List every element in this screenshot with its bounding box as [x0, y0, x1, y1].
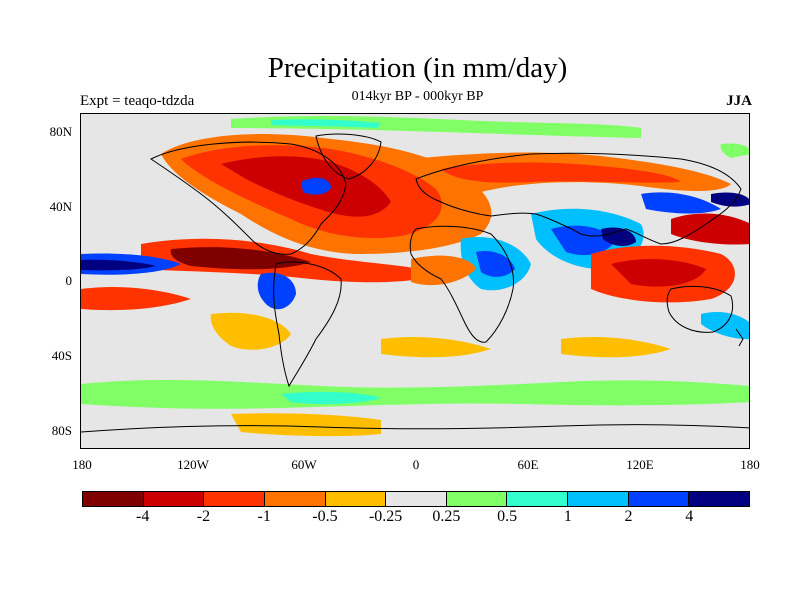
season-label: JJA: [726, 93, 752, 109]
so-wet-core: [281, 391, 381, 405]
colorbar-label: -0.25: [368, 508, 403, 525]
west-pacific-dry: [671, 213, 749, 245]
colorbar-label: 0.5: [497, 508, 518, 525]
colorbar-segment-2: [204, 492, 265, 506]
colorbar-segment-7: [507, 492, 569, 506]
lon-tick-120w: 120W: [177, 457, 209, 472]
itcz-wet-west-core: [81, 259, 156, 271]
lon-tick-60w: 60W: [291, 457, 317, 472]
precipitation-map-svg: [81, 116, 749, 437]
lon-tick-60e: 60E: [517, 457, 539, 472]
colorbar-label: 1: [563, 508, 572, 525]
anomaly-fields: [81, 116, 749, 437]
sahel-dry: [411, 255, 476, 286]
precipitation-map: [80, 113, 750, 449]
colorbar-segment-10: [689, 492, 750, 506]
colorbar-label: 2: [624, 508, 633, 525]
colorbar-segment-1: [143, 492, 205, 506]
colorbar-segment-4: [325, 492, 387, 506]
lat-tick-80n: 80N: [49, 124, 72, 139]
coastlines: [81, 133, 749, 433]
map-title: Precipitation (in mm/day): [267, 52, 568, 84]
south-america-coast: [273, 261, 342, 388]
colorbar-label: -4: [136, 508, 150, 525]
colorbar-segment-9: [628, 492, 690, 506]
east-siberia-wet: [720, 143, 749, 158]
south-indian-dry: [561, 337, 671, 358]
colorbar-label: -0.5: [312, 508, 338, 525]
australia-coast: [666, 285, 734, 333]
so-wet-band: [81, 380, 749, 409]
antarctic-dry: [231, 413, 381, 437]
lon-tick-0: 0: [412, 457, 420, 472]
amazon-wet: [257, 272, 296, 310]
colorbar-segment-3: [264, 492, 326, 506]
colorbar-segment-8: [568, 492, 629, 506]
greenland-coast: [315, 133, 382, 180]
lon-tick-120e: 120E: [626, 457, 654, 472]
eurasia-coast: [415, 152, 742, 245]
maritime-dry-core: [611, 259, 706, 287]
lon-tick-180w: 180: [72, 457, 92, 472]
experiment-label: Expt = teaqo-tdzda: [80, 93, 195, 109]
colorbar-label: 0.25: [432, 508, 461, 525]
lat-tick-0: 0: [65, 273, 73, 288]
west-pacific-wet: [641, 192, 721, 214]
labrador-wet: [301, 177, 331, 195]
map-subtitle: 014kyr BP - 000kyr BP: [351, 89, 484, 104]
colorbar-label: -1: [257, 508, 271, 525]
antarctica-coast: [81, 424, 749, 433]
africa-coast: [409, 225, 515, 343]
nw-pacific-wet: [711, 192, 749, 207]
lon-tick-180e: 180: [740, 457, 760, 472]
lat-tick-40n: 40N: [49, 199, 72, 214]
colorbar-segment-5: [386, 492, 447, 506]
south-pacific-wet: [701, 312, 749, 339]
colorbar-label: 4: [685, 508, 694, 525]
colorbar: [82, 491, 750, 507]
colorbar-segment-6: [446, 492, 508, 506]
africa-wet-core: [476, 250, 515, 277]
colorbar-segment-0: [83, 492, 144, 506]
arctic-wet-core: [271, 119, 381, 128]
north-america-coast: [150, 141, 347, 255]
new-zealand-coast: [735, 328, 744, 347]
south-pacific-dry: [81, 287, 191, 311]
lat-tick-80s: 80S: [51, 423, 72, 438]
se-pacific-dry: [210, 312, 291, 350]
south-atlantic-dry: [381, 337, 491, 358]
eurasia-dry-core: [441, 162, 681, 183]
lat-tick-40s: 40S: [51, 348, 72, 363]
indian-ocean-wet-core: [551, 225, 616, 256]
east-asia-wet: [601, 227, 636, 246]
colorbar-label: -2: [196, 508, 211, 525]
